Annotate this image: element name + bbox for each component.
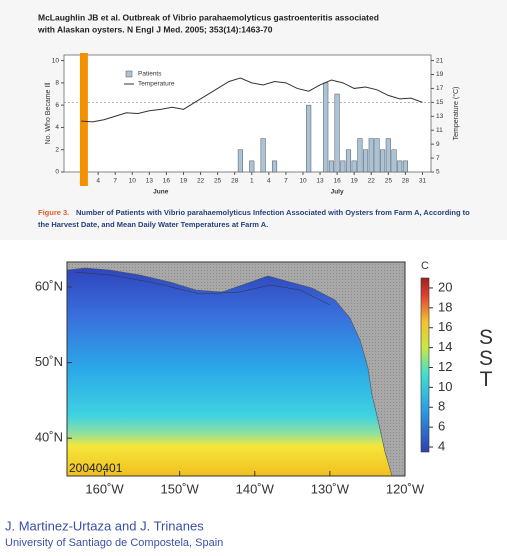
bar bbox=[345, 149, 352, 173]
x-tick-label: 140˚W bbox=[236, 481, 275, 496]
colorbar-tick-label: 20 bbox=[438, 279, 452, 294]
y-tick-label: 60˚N bbox=[35, 278, 63, 293]
bar bbox=[374, 138, 380, 173]
y2-tick-label: 15 bbox=[436, 99, 444, 106]
x-tick-label: 25 bbox=[385, 178, 393, 185]
x-tick-label: 25 bbox=[214, 178, 222, 185]
y2-tick-label: 9 bbox=[436, 141, 440, 148]
bar bbox=[397, 160, 403, 173]
colorbar-tick-label: 8 bbox=[438, 399, 445, 414]
bar bbox=[249, 160, 255, 173]
bar bbox=[391, 149, 397, 173]
colorbar bbox=[420, 277, 430, 453]
header-line: with Alaskan oysters. N Engl J Med. 2005… bbox=[37, 24, 273, 34]
x-tick-label: 4 bbox=[267, 178, 271, 185]
line bbox=[81, 77, 423, 123]
y2-tick-label: 19 bbox=[436, 71, 444, 78]
x-tick-label: 28 bbox=[402, 178, 410, 185]
x-tick-label: 31 bbox=[419, 178, 427, 185]
colorbar-tick-label: 12 bbox=[438, 359, 452, 374]
map-date: 20040401 bbox=[69, 461, 123, 475]
y-tick-label: 0 bbox=[55, 169, 59, 176]
x-tick-label: 13 bbox=[316, 178, 324, 185]
coastline bbox=[74, 271, 331, 306]
colorbar-unit: C bbox=[421, 260, 429, 272]
x-tick-label: 22 bbox=[197, 178, 205, 185]
x-tick-label: 7 bbox=[113, 178, 117, 185]
x-tick-label: 1 bbox=[250, 178, 254, 185]
caption-label: Figure 3. bbox=[38, 208, 69, 217]
colorbar-tick-label: 10 bbox=[438, 379, 452, 394]
colorbar-tick-label: 16 bbox=[438, 319, 452, 334]
x-tick-label: 150˚W bbox=[161, 481, 200, 496]
colorbar-tick-label: 4 bbox=[438, 438, 445, 453]
x-tick-label: 7 bbox=[284, 178, 288, 185]
credit-authors: J. Martinez-Urtaza and J. Trinanes bbox=[5, 518, 204, 533]
y2-tick-label: 13 bbox=[436, 113, 444, 120]
x-tick-label: 130˚W bbox=[311, 481, 350, 496]
y-tick-label: 40˚N bbox=[35, 430, 63, 445]
bar bbox=[368, 138, 374, 173]
bar bbox=[334, 93, 340, 173]
bar bbox=[328, 160, 334, 173]
map-frame bbox=[66, 261, 406, 477]
legend-label: Patients bbox=[138, 71, 162, 78]
bar bbox=[380, 149, 386, 173]
highlight bbox=[79, 53, 88, 186]
x-tick-label: 13 bbox=[146, 178, 154, 185]
legend-swatch bbox=[125, 70, 133, 78]
bar bbox=[385, 138, 391, 173]
x-tick-label: 19 bbox=[180, 178, 188, 185]
x-tick-label: 19 bbox=[351, 178, 359, 185]
bar bbox=[323, 82, 329, 173]
x-tick-label: 160˚W bbox=[85, 481, 124, 496]
land bbox=[66, 261, 406, 477]
y2-tick-label: 7 bbox=[436, 155, 440, 162]
x-tick-label: 4 bbox=[96, 178, 100, 185]
bar bbox=[340, 160, 346, 173]
caption-line: Number of Patients with Vibrio parahaemo… bbox=[76, 208, 470, 217]
x-tick-label: 28 bbox=[231, 178, 239, 185]
y2-tick-label: 21 bbox=[436, 57, 444, 64]
y-tick-label: 4 bbox=[55, 124, 59, 131]
bar bbox=[306, 104, 312, 173]
legend-label: Temperature bbox=[138, 81, 175, 88]
y2-tick-label: 17 bbox=[436, 85, 444, 92]
bar bbox=[271, 160, 278, 173]
colorbar-tick-label: 14 bbox=[438, 339, 452, 354]
credit-affiliation: University of Santiago de Compostela, Sp… bbox=[5, 537, 223, 549]
colorbar-tick-label: 18 bbox=[438, 299, 452, 314]
x-tick-label: 16 bbox=[163, 178, 171, 185]
y-tick-label: 10 bbox=[52, 57, 60, 64]
y2-tick-label: 5 bbox=[436, 169, 440, 176]
bar bbox=[357, 138, 363, 173]
colorbar-tick-label: 6 bbox=[438, 419, 445, 434]
x-tick-label: 10 bbox=[129, 178, 137, 185]
bar bbox=[237, 149, 243, 173]
header-line: McLaughlin JB et al. Outbreak of Vibrio … bbox=[38, 12, 379, 22]
bar bbox=[260, 138, 266, 173]
x-tick-label: 16 bbox=[333, 178, 341, 185]
x-tick-label: 120˚W bbox=[386, 481, 425, 496]
y-axis-label: No. Who Became Ill bbox=[45, 82, 52, 144]
x-group-label: June bbox=[153, 189, 169, 196]
bar bbox=[351, 160, 357, 173]
y-tick-label: 6 bbox=[55, 102, 59, 109]
caption-line: the Harvest Date, and Mean Daily Water T… bbox=[38, 220, 268, 229]
bar bbox=[363, 149, 369, 173]
bar bbox=[402, 160, 408, 173]
x-tick-label: 22 bbox=[368, 178, 376, 185]
y-tick-label: 8 bbox=[55, 80, 59, 87]
y2-tick-label: 11 bbox=[436, 127, 443, 134]
y-tick-label: 50˚N bbox=[35, 354, 63, 369]
x-tick-label: 10 bbox=[299, 178, 307, 185]
x-group-label: July bbox=[331, 189, 344, 196]
y-tick-label: 2 bbox=[55, 146, 59, 153]
y2-axis-label: Temperature (°C) bbox=[452, 87, 460, 141]
